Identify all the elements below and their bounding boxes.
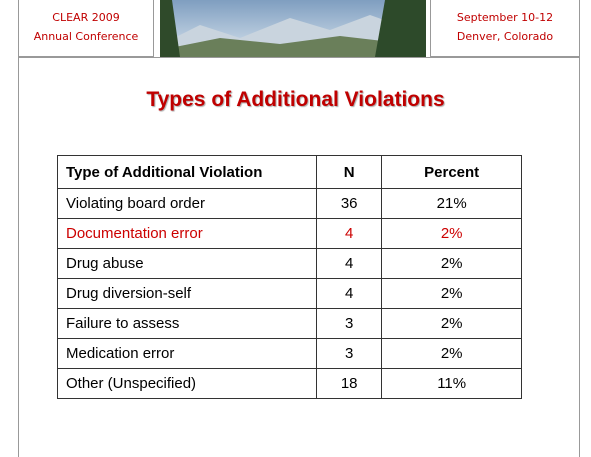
header-right: September 10-12 Denver, Colorado [430, 0, 580, 57]
header-text: September 10-12 [431, 8, 579, 27]
header-image [160, 0, 426, 57]
table-cell: 18 [317, 369, 382, 399]
table-cell: 2% [382, 309, 522, 339]
table-cell: 2% [382, 249, 522, 279]
table-cell: 4 [317, 249, 382, 279]
header-text: Annual Conference [19, 27, 153, 46]
table-cell: 36 [317, 189, 382, 219]
header-left: CLEAR 2009 Annual Conference [18, 0, 154, 57]
table-cell: 2% [382, 339, 522, 369]
table-cell: Drug abuse [58, 249, 317, 279]
table-cell: Drug diversion-self [58, 279, 317, 309]
table-cell: 3 [317, 309, 382, 339]
table-cell: 11% [382, 369, 522, 399]
table-cell: 4 [317, 219, 382, 249]
table-cell: 4 [317, 279, 382, 309]
table-cell: 2% [382, 219, 522, 249]
table-cell: 2% [382, 279, 522, 309]
table-cell: Violating board order [58, 189, 317, 219]
table-cell: Failure to assess [58, 309, 317, 339]
table-cell: Medication error [58, 339, 317, 369]
slide-title: Types of Additional Violations [0, 88, 591, 112]
header-text: CLEAR 2009 [19, 8, 153, 27]
table-cell: 21% [382, 189, 522, 219]
column-header: Percent [382, 156, 522, 189]
table-cell: Documentation error [58, 219, 317, 249]
header-text: Denver, Colorado [431, 27, 579, 46]
table-cell: Other (Unspecified) [58, 369, 317, 399]
slide: CLEAR 2009 Annual Conference September 1… [0, 0, 591, 444]
table-cell: 3 [317, 339, 382, 369]
column-header: Type of Additional Violation [58, 156, 317, 189]
column-header: N [317, 156, 382, 189]
